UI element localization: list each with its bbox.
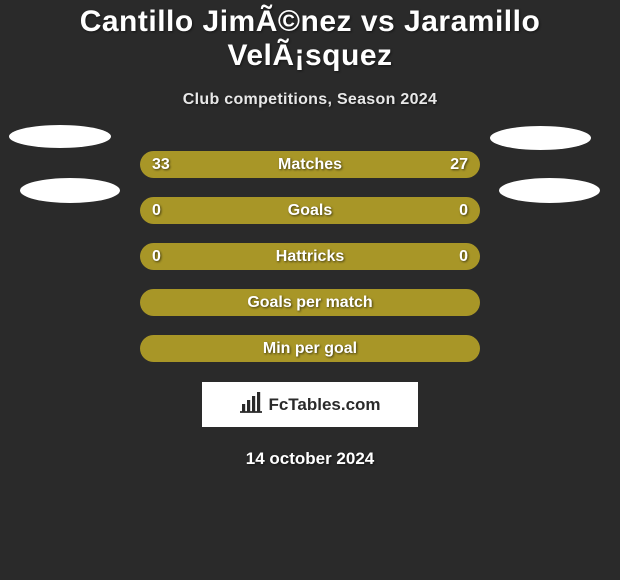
player-ellipse — [499, 178, 600, 203]
stat-row: Hattricks 0 0 — [0, 243, 620, 270]
stat-bar: Goals 0 0 — [140, 197, 480, 224]
stat-value-left: 33 — [152, 156, 170, 174]
stat-bar-wrap: Goals per match — [140, 289, 480, 316]
stat-label: Goals per match — [247, 294, 372, 312]
stat-bar: Hattricks 0 0 — [140, 243, 480, 270]
stat-value-right: 0 — [459, 202, 468, 220]
player-ellipse — [20, 178, 120, 203]
stat-label: Hattricks — [276, 248, 344, 266]
stat-bar-wrap: Min per goal — [140, 335, 480, 362]
player-ellipse — [490, 126, 591, 150]
stat-bar: Min per goal — [140, 335, 480, 362]
stat-label: Matches — [278, 156, 342, 174]
stat-value-left: 0 — [152, 248, 161, 266]
player-ellipse — [9, 125, 111, 148]
date-label: 14 october 2024 — [0, 449, 620, 469]
stat-bar-wrap: Goals 0 0 — [140, 197, 480, 224]
stat-row: Matches 33 27 — [0, 151, 620, 178]
stat-bar: Goals per match — [140, 289, 480, 316]
bar-chart-icon — [239, 391, 263, 418]
stat-label: Min per goal — [263, 340, 357, 358]
stat-value-right: 0 — [459, 248, 468, 266]
stat-value-right: 27 — [450, 156, 468, 174]
stat-label: Goals — [288, 202, 332, 220]
stat-value-left: 0 — [152, 202, 161, 220]
stat-row: Min per goal — [0, 335, 620, 362]
comparison-subtitle: Club competitions, Season 2024 — [0, 91, 620, 109]
logo-box: FcTables.com — [202, 382, 418, 427]
stat-bar-wrap: Matches 33 27 — [140, 151, 480, 178]
stat-bar: Matches 33 27 — [140, 151, 480, 178]
stat-bar-wrap: Hattricks 0 0 — [140, 243, 480, 270]
logo-text: FcTables.com — [268, 395, 380, 415]
stat-row: Goals per match — [0, 289, 620, 316]
comparison-title: Cantillo JimÃ©nez vs Jaramillo VelÃ¡sque… — [0, 5, 620, 73]
